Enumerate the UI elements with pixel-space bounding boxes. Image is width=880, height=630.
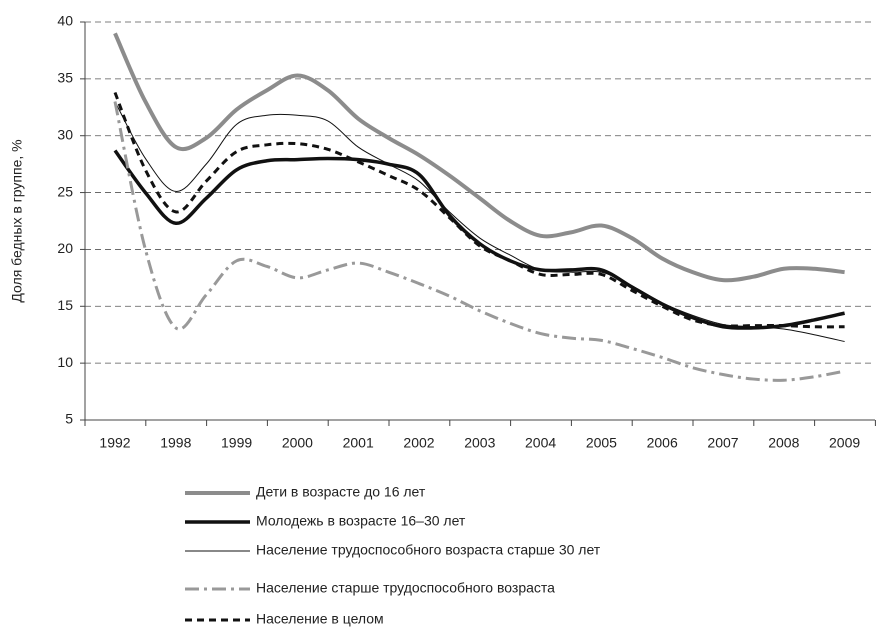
- y-tick-label: 40: [57, 13, 73, 29]
- x-tick-label: 2004: [525, 435, 556, 451]
- y-tick-label: 20: [57, 240, 73, 256]
- x-tick-label: 2008: [768, 435, 799, 451]
- series-line: [113, 91, 845, 329]
- series-line: [113, 32, 845, 283]
- y-tick-label: 30: [57, 126, 73, 142]
- x-tick-label: 1992: [99, 435, 130, 451]
- series-line: [114, 101, 845, 343]
- x-tick-label: 2003: [464, 435, 495, 451]
- legend-label: Молодежь в возрасте 16–30 лет: [256, 513, 466, 529]
- x-tick-label: 2002: [403, 435, 434, 451]
- x-tick-label: 2005: [586, 435, 617, 451]
- y-tick-label: 10: [57, 354, 73, 370]
- x-tick-label: 1999: [221, 435, 252, 451]
- legend-label: Население старше трудоспособного возраст…: [256, 580, 555, 596]
- series-line: [113, 101, 845, 382]
- y-tick-label: 5: [65, 411, 73, 427]
- x-tick-label: 1998: [160, 435, 191, 451]
- legend-label: Население трудоспособного возраста старш…: [256, 542, 601, 558]
- y-tick-label: 35: [57, 70, 73, 86]
- x-tick-label: 2001: [343, 435, 374, 451]
- y-axis-label: Доля бедных в группе, %: [9, 139, 25, 302]
- y-tick-label: 15: [57, 297, 73, 313]
- x-tick-label: 2000: [282, 435, 313, 451]
- x-tick-label: 2006: [647, 435, 678, 451]
- legend-label: Дети в возрасте до 16 лет: [256, 484, 426, 500]
- x-tick-label: 2009: [829, 435, 860, 451]
- y-tick-label: 25: [57, 183, 73, 199]
- legend-label: Население в целом: [256, 611, 384, 627]
- series-line: [113, 149, 845, 330]
- x-tick-label: 2007: [707, 435, 738, 451]
